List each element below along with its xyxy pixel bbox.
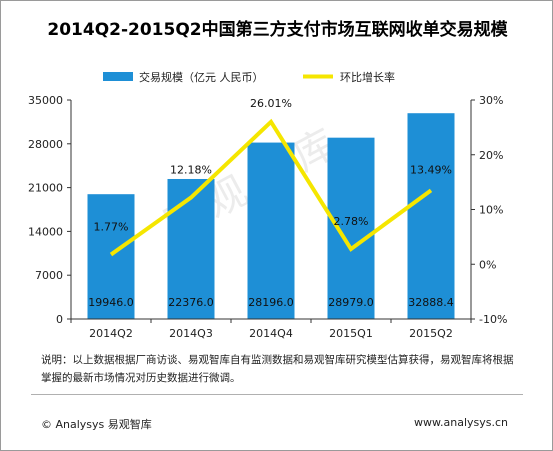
- y-left-tick-label: 21000: [28, 182, 63, 195]
- bar-2014Q4: [247, 142, 295, 319]
- growth-rate-label: 26.01%: [250, 97, 292, 110]
- x-tick-label: 2014Q4: [249, 327, 293, 340]
- x-tick-label: 2014Q3: [169, 327, 213, 340]
- bar-value-label: 28196.0: [248, 296, 294, 309]
- y-left-tick-label: 35000: [28, 94, 63, 107]
- legend-bar-label: 交易规模（亿元 人民币）: [139, 70, 264, 84]
- y-right-tick-label: -10%: [479, 313, 507, 326]
- growth-rate-label: 12.18%: [170, 164, 212, 177]
- bar-value-label: 19946.0: [88, 296, 134, 309]
- bar-2015Q1: [327, 137, 375, 319]
- y-left-tick-label: 28000: [28, 138, 63, 151]
- website-link[interactable]: www.analysys.cn: [414, 416, 508, 429]
- legend-line-label: 环比增长率: [340, 70, 395, 84]
- y-left-tick-label: 14000: [28, 225, 63, 238]
- y-left-tick-label: 7000: [35, 269, 63, 282]
- y-left-tick-label: 0: [56, 313, 63, 326]
- x-tick-label: 2015Q2: [409, 327, 453, 340]
- y-right-tick-label: 0%: [479, 258, 496, 271]
- y-right-tick-label: 30%: [479, 94, 503, 107]
- growth-rate-label: 1.77%: [94, 221, 129, 234]
- growth-rate-label: 13.49%: [410, 163, 452, 176]
- bar-value-label: 22376.0: [168, 296, 214, 309]
- bar-2014Q2: [87, 194, 135, 319]
- y-right-tick-label: 10%: [479, 204, 503, 217]
- x-tick-label: 2014Q2: [89, 327, 133, 340]
- bar-value-label: 28979.0: [328, 296, 374, 309]
- chart-note: 说明：以上数据根据厂商访谈、易观智库自有监测数据和易观智库研究模型估算获得，易观…: [41, 354, 514, 384]
- y-right-tick-label: 20%: [479, 149, 503, 162]
- chart-title: 2014Q2-2015Q2中国第三方支付市场互联网收单交易规模: [47, 20, 508, 40]
- x-tick-label: 2015Q1: [329, 327, 373, 340]
- bar-2015Q2: [407, 113, 455, 319]
- footer-divider: [31, 394, 523, 395]
- bar-2014Q3: [167, 178, 215, 319]
- growth-rate-label: 2.78%: [334, 215, 369, 228]
- bar-value-label: 32888.4: [408, 296, 454, 309]
- legend-bar-swatch: [103, 72, 133, 81]
- copyright: © Analysys 易观智库: [41, 418, 152, 431]
